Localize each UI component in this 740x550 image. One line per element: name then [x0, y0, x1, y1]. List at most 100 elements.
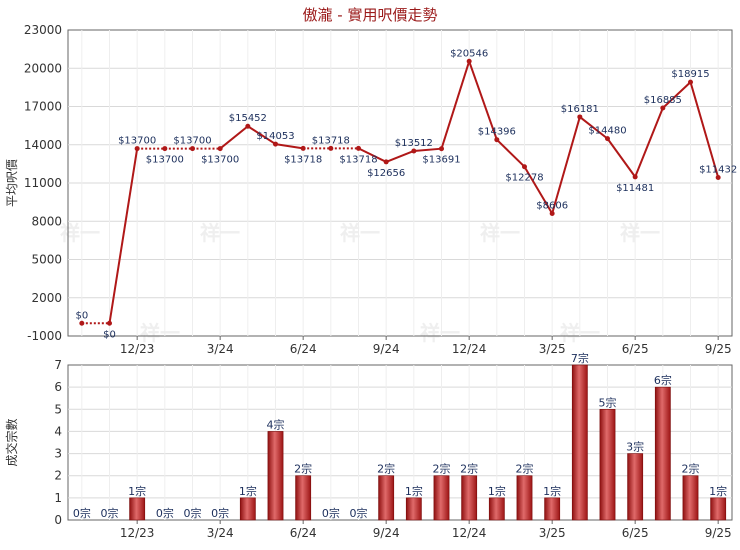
- transaction-bar: [239, 497, 256, 521]
- transaction-count-label: 4宗: [267, 417, 285, 431]
- bar-plot-frame: [67, 364, 733, 521]
- line-x-tick-label: 6/24: [290, 342, 317, 356]
- transaction-count-label: 0宗: [350, 506, 368, 520]
- bar-x-tick-label: 3/25: [539, 526, 566, 540]
- transaction-bar: [710, 497, 727, 521]
- price-point: [577, 114, 583, 120]
- price-data-label: $14480: [588, 126, 626, 137]
- bar-y-tick-label: 4: [54, 424, 62, 438]
- price-point: [660, 105, 666, 111]
- line-x-tick-label: 9/25: [705, 342, 732, 356]
- line-y-tick-label: 20000: [24, 61, 62, 75]
- bar-x-tick-label: 3/24: [207, 526, 234, 540]
- price-data-label: $8606: [536, 201, 568, 212]
- price-data-label: $13512: [395, 138, 433, 149]
- price-point: [217, 146, 223, 152]
- transaction-count-label: 0宗: [156, 506, 174, 520]
- price-line-segment: [247, 125, 277, 145]
- price-point: [688, 79, 693, 85]
- price-point: [411, 148, 417, 154]
- line-x-tick-label: 12/23: [120, 342, 155, 356]
- line-y-tick-label: 8000: [31, 214, 62, 228]
- bar-y-tick-label: 7: [54, 358, 62, 372]
- price-point: [328, 145, 334, 151]
- price-data-label: $13718: [312, 135, 350, 146]
- transaction-count-label: 2宗: [682, 462, 700, 476]
- bar-y-axis-title: 成交宗數: [4, 418, 19, 466]
- transaction-count-label: 0宗: [184, 506, 202, 520]
- bar-y-tick-label: 6: [54, 380, 62, 394]
- transaction-count-label: 0宗: [73, 506, 91, 520]
- price-data-label: $16885: [644, 95, 682, 106]
- price-data-label: $13700: [201, 155, 239, 166]
- line-y-tick-label: 11000: [24, 176, 62, 190]
- transaction-count-label: 3宗: [626, 440, 644, 454]
- bar-x-tick-label: 9/24: [373, 526, 400, 540]
- price-point: [190, 146, 195, 152]
- transaction-count-label: 6宗: [654, 373, 672, 387]
- price-point: [605, 136, 610, 142]
- price-point: [162, 146, 168, 152]
- bar-x-tick-label: 12/24: [452, 526, 487, 540]
- price-data-label: $12278: [505, 173, 543, 184]
- price-data-label: $14396: [478, 127, 516, 138]
- price-line-segment: [606, 138, 636, 178]
- transaction-bar: [129, 497, 146, 521]
- price-data-label: $20546: [450, 48, 488, 59]
- transaction-count-label: 2宗: [377, 462, 395, 476]
- price-data-label: $15452: [229, 113, 267, 124]
- transaction-count-label: 5宗: [599, 395, 617, 409]
- price-point: [107, 320, 112, 326]
- watermark-logo: 祥一: [420, 321, 460, 345]
- price-data-label: $13718: [284, 154, 322, 165]
- price-point: [466, 58, 472, 64]
- transaction-bar: [433, 475, 450, 521]
- price-data-label: $13700: [146, 155, 184, 166]
- line-y-axis-title: 平均呎價: [5, 159, 19, 207]
- price-data-label: $16181: [561, 104, 599, 115]
- price-data-label: $11481: [616, 183, 654, 194]
- price-point: [522, 164, 527, 170]
- price-line-segment: [219, 125, 249, 150]
- bar-y-tick-label: 5: [54, 402, 62, 416]
- line-y-tick-label: 17000: [24, 100, 62, 114]
- transaction-bar: [544, 497, 561, 521]
- transaction-bar: [405, 497, 422, 521]
- transaction-count-label: 7宗: [571, 351, 589, 365]
- bar-y-tick-label: 2: [54, 469, 62, 483]
- price-line-segment: [385, 150, 415, 163]
- price-data-label: $13691: [422, 155, 460, 166]
- line-x-tick-label: 6/25: [622, 342, 649, 356]
- transaction-count-label: 1宗: [543, 484, 561, 498]
- transaction-bar: [488, 497, 505, 521]
- price-data-label: $0: [103, 329, 116, 340]
- price-line-segment: [108, 148, 139, 324]
- line-y-tick-label: 5000: [31, 253, 62, 267]
- price-line-segment: [440, 60, 471, 149]
- price-line-segment: [523, 166, 554, 215]
- price-data-label: $13718: [339, 154, 377, 165]
- watermark-logo: 祥一: [140, 321, 180, 345]
- price-data-label: $11432: [699, 164, 737, 175]
- price-point: [715, 174, 721, 180]
- line-x-tick-label: 12/24: [452, 342, 487, 356]
- price-data-label: $0: [75, 310, 88, 321]
- transaction-count-label: 1宗: [128, 484, 146, 498]
- transaction-count-label: 0宗: [211, 506, 229, 520]
- transaction-count-label: 0宗: [322, 506, 340, 520]
- transaction-count-label: 2宗: [460, 462, 478, 476]
- transaction-count-label: 1宗: [239, 484, 257, 498]
- price-line-segment: [496, 138, 526, 168]
- price-point: [134, 146, 140, 152]
- transaction-bar: [461, 475, 478, 521]
- transaction-count-label: 1宗: [488, 484, 506, 498]
- transaction-count-label: 1宗: [709, 484, 727, 498]
- transaction-bar: [295, 475, 312, 521]
- price-point: [549, 211, 555, 217]
- bar-x-tick-label: 6/24: [290, 526, 317, 540]
- transaction-bar: [571, 364, 588, 521]
- line-x-tick-label: 9/24: [373, 342, 400, 356]
- watermark-logo: 祥一: [480, 221, 520, 245]
